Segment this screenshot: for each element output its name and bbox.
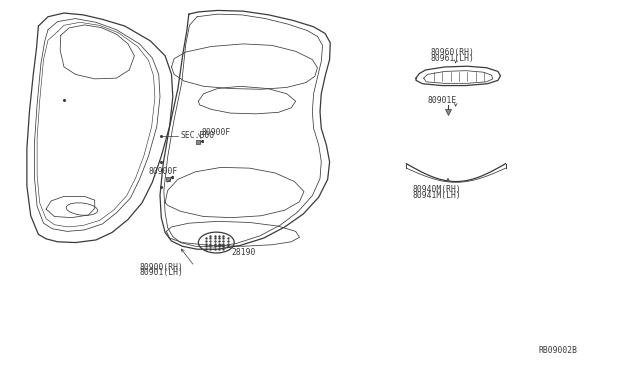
Text: 80900F: 80900F	[148, 167, 178, 176]
Text: 80901(LH): 80901(LH)	[140, 268, 184, 277]
Text: 80900F: 80900F	[202, 128, 231, 137]
Text: RB09002B: RB09002B	[539, 346, 578, 355]
Text: 80900(RH): 80900(RH)	[140, 263, 184, 272]
Text: 80960(RH): 80960(RH)	[430, 48, 474, 57]
Text: 80940M(RH): 80940M(RH)	[413, 185, 461, 194]
Text: 80961(LH): 80961(LH)	[430, 54, 474, 63]
Text: 80941M(LH): 80941M(LH)	[413, 191, 461, 200]
Text: 80901E: 80901E	[428, 96, 457, 105]
Text: SEC.B00: SEC.B00	[180, 131, 214, 140]
Text: 28190: 28190	[232, 248, 256, 257]
